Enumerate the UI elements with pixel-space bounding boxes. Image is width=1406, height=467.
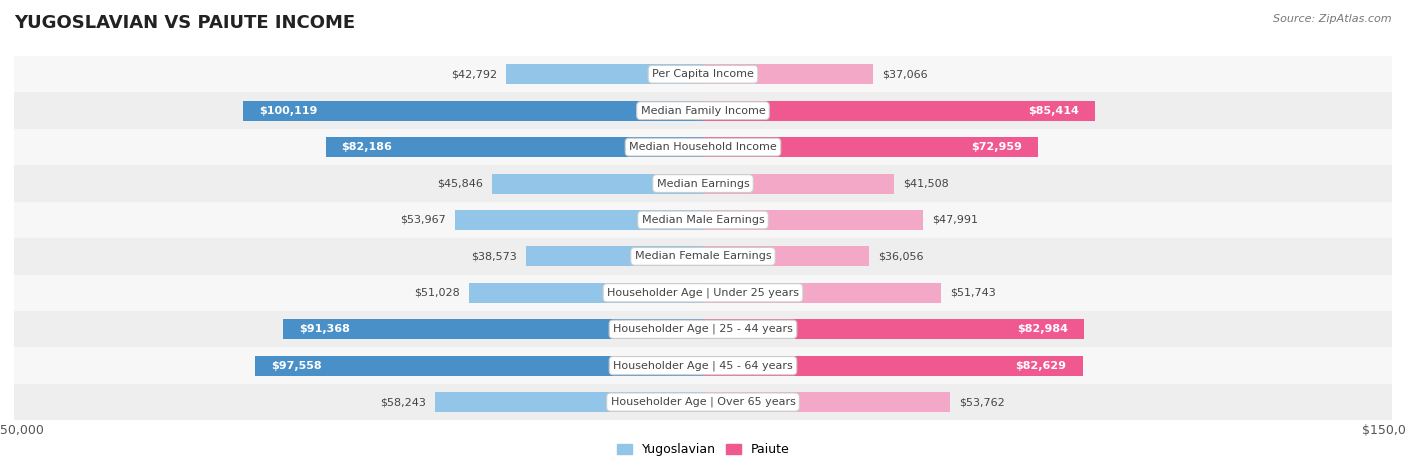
Legend: Yugoslavian, Paiute: Yugoslavian, Paiute — [612, 439, 794, 461]
Bar — [284, 319, 703, 339]
Bar — [506, 64, 703, 84]
Text: $82,629: $82,629 — [1015, 361, 1066, 371]
Bar — [703, 174, 894, 193]
Text: Per Capita Income: Per Capita Income — [652, 69, 754, 79]
Text: $41,508: $41,508 — [903, 178, 949, 189]
Bar — [14, 129, 1392, 165]
Bar — [703, 137, 1038, 157]
Text: $58,243: $58,243 — [381, 397, 426, 407]
Bar — [703, 210, 924, 230]
Bar — [14, 202, 1392, 238]
Text: $53,967: $53,967 — [401, 215, 446, 225]
Text: $45,846: $45,846 — [437, 178, 484, 189]
Bar — [14, 347, 1392, 384]
Bar — [526, 247, 703, 266]
Text: Source: ZipAtlas.com: Source: ZipAtlas.com — [1274, 14, 1392, 24]
Text: Householder Age | 25 - 44 years: Householder Age | 25 - 44 years — [613, 324, 793, 334]
Text: Median Male Earnings: Median Male Earnings — [641, 215, 765, 225]
Bar — [703, 101, 1095, 120]
Text: YUGOSLAVIAN VS PAIUTE INCOME: YUGOSLAVIAN VS PAIUTE INCOME — [14, 14, 356, 32]
Text: $82,186: $82,186 — [342, 142, 392, 152]
Text: Median Family Income: Median Family Income — [641, 106, 765, 116]
Bar — [703, 356, 1083, 375]
Bar — [456, 210, 703, 230]
Bar — [436, 392, 703, 412]
Bar — [14, 92, 1392, 129]
Bar — [703, 283, 941, 303]
Text: Median Female Earnings: Median Female Earnings — [634, 251, 772, 262]
Text: $85,414: $85,414 — [1028, 106, 1080, 116]
Text: $82,984: $82,984 — [1017, 324, 1069, 334]
Text: Median Earnings: Median Earnings — [657, 178, 749, 189]
Bar — [14, 311, 1392, 347]
Bar — [243, 101, 703, 120]
Text: $51,743: $51,743 — [950, 288, 995, 298]
Text: $42,792: $42,792 — [451, 69, 498, 79]
Text: $72,959: $72,959 — [972, 142, 1022, 152]
Text: Householder Age | Over 65 years: Householder Age | Over 65 years — [610, 397, 796, 407]
Bar — [14, 384, 1392, 420]
Text: $38,573: $38,573 — [471, 251, 516, 262]
Text: $100,119: $100,119 — [259, 106, 318, 116]
Text: $91,368: $91,368 — [299, 324, 350, 334]
Text: $37,066: $37,066 — [883, 69, 928, 79]
Bar — [14, 275, 1392, 311]
Bar — [14, 238, 1392, 275]
Bar — [14, 56, 1392, 92]
Text: $36,056: $36,056 — [877, 251, 924, 262]
Bar — [326, 137, 703, 157]
Bar — [703, 392, 950, 412]
Text: $47,991: $47,991 — [932, 215, 979, 225]
Text: $51,028: $51,028 — [413, 288, 460, 298]
Bar — [468, 283, 703, 303]
Bar — [254, 356, 703, 375]
Text: Householder Age | 45 - 64 years: Householder Age | 45 - 64 years — [613, 361, 793, 371]
Bar — [703, 64, 873, 84]
Text: $97,558: $97,558 — [271, 361, 322, 371]
Bar — [703, 247, 869, 266]
Bar — [703, 319, 1084, 339]
Text: $53,762: $53,762 — [959, 397, 1005, 407]
Bar — [14, 165, 1392, 202]
Bar — [492, 174, 703, 193]
Text: Median Household Income: Median Household Income — [628, 142, 778, 152]
Text: Householder Age | Under 25 years: Householder Age | Under 25 years — [607, 288, 799, 298]
